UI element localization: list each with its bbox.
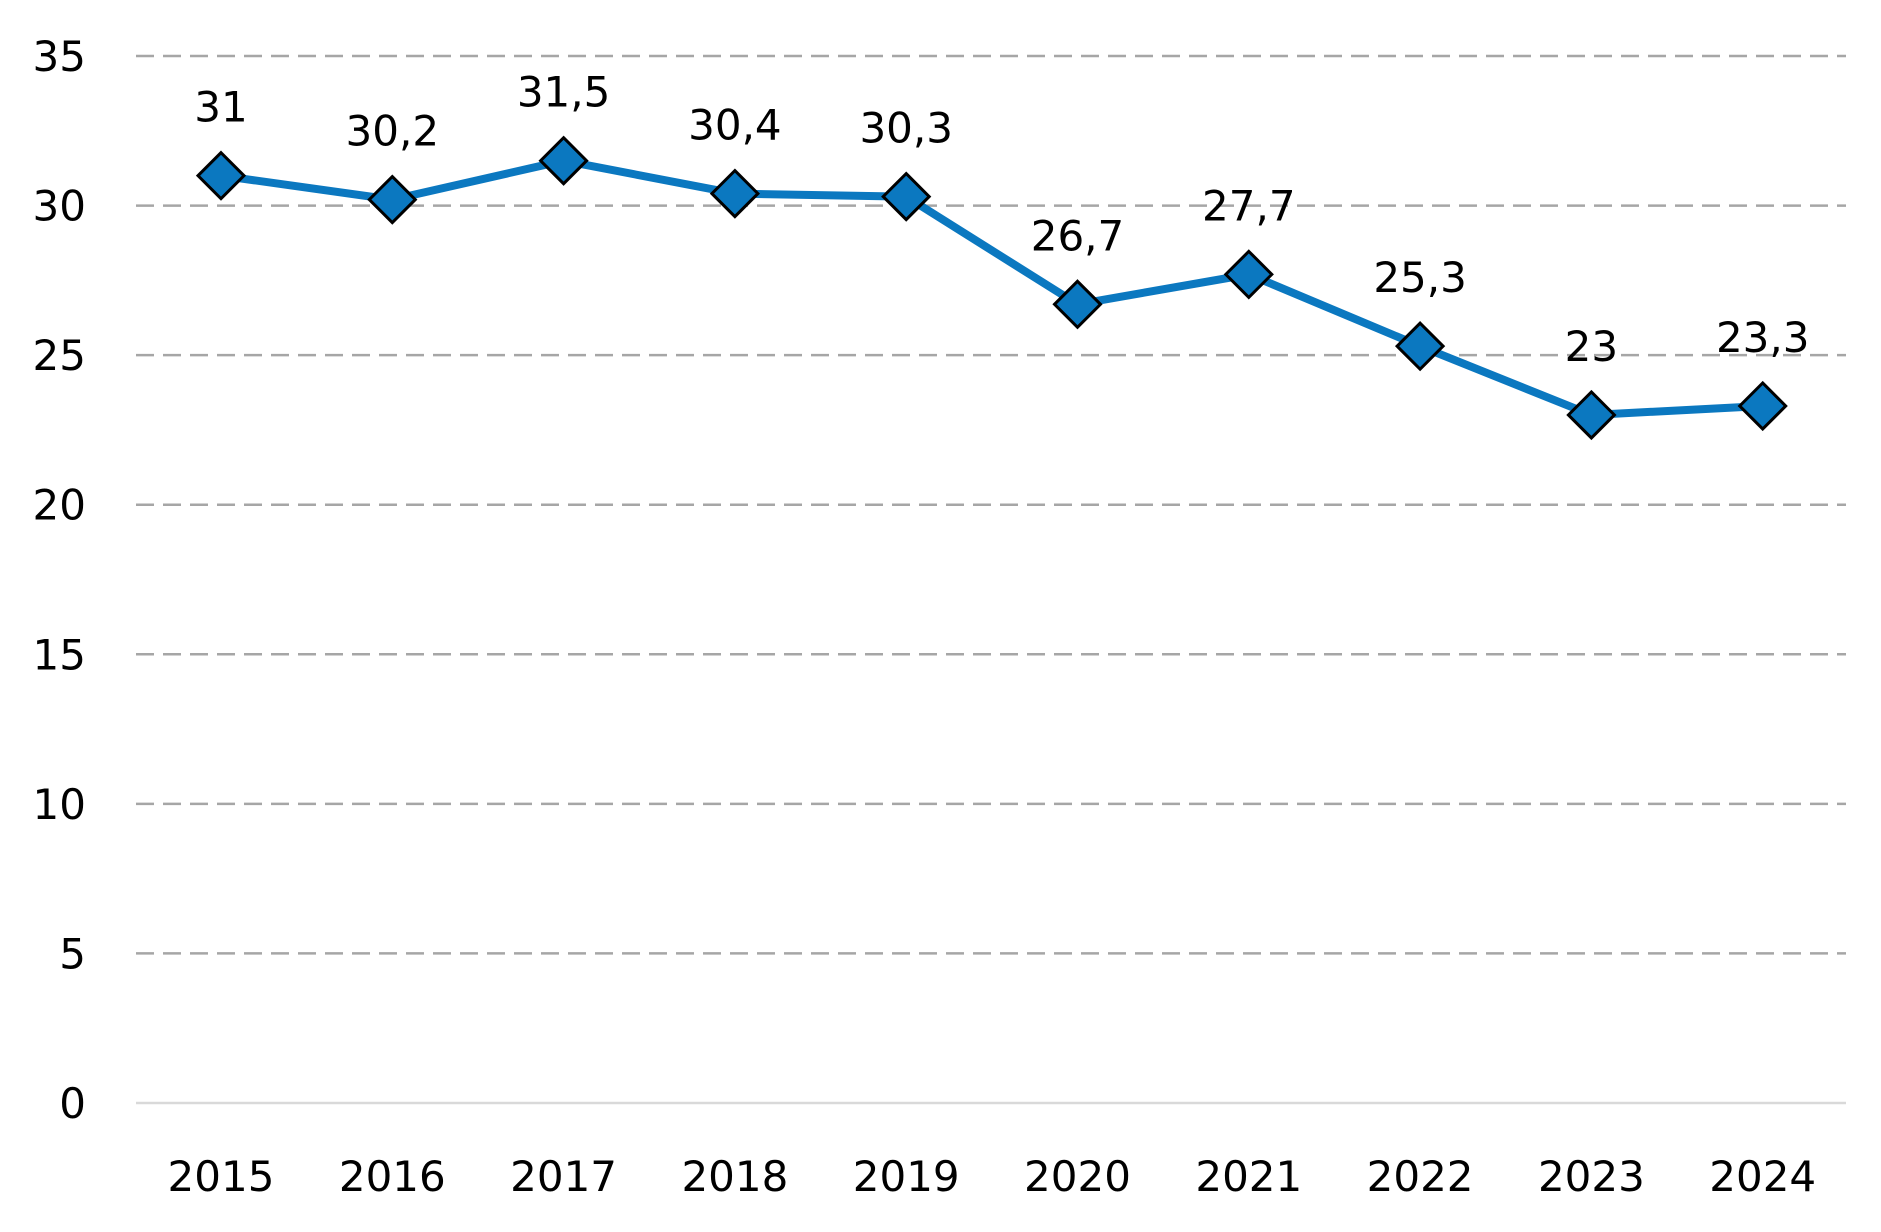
data-point-marker bbox=[538, 135, 589, 186]
y-tick-label: 35 bbox=[33, 32, 86, 81]
data-point-marker bbox=[709, 168, 761, 219]
data-label: 30,4 bbox=[688, 101, 782, 150]
x-tick-label: 2019 bbox=[853, 1152, 960, 1201]
y-tick-label: 15 bbox=[33, 630, 86, 679]
y-tick-label: 10 bbox=[33, 780, 86, 829]
data-label: 31,5 bbox=[517, 68, 611, 117]
data-label-layer: 31 30,2 31,5 30,4 30,3 26,7 27,7 25,3 23 23,3 bbox=[194, 68, 1809, 371]
y-tick-label: 25 bbox=[33, 331, 86, 380]
data-label: 25,3 bbox=[1373, 253, 1467, 302]
data-point-marker bbox=[1052, 279, 1103, 330]
data-point-marker bbox=[1394, 321, 1446, 372]
x-tick-label: 2018 bbox=[681, 1152, 788, 1201]
y-tick-label: 30 bbox=[33, 182, 86, 231]
x-tick-label: 2022 bbox=[1367, 1152, 1474, 1201]
y-tick-label: 0 bbox=[59, 1079, 86, 1128]
x-axis-tick-labels: 2015 2016 2017 2018 2019 2020 2021 2022 2023 2024 bbox=[168, 1152, 1817, 1201]
x-tick-label: 2017 bbox=[510, 1152, 617, 1201]
data-label: 30,3 bbox=[859, 104, 953, 153]
data-point-marker bbox=[367, 174, 418, 225]
y-tick-label: 20 bbox=[33, 481, 86, 530]
data-label: 23,3 bbox=[1716, 313, 1810, 362]
data-point-marker bbox=[881, 171, 932, 222]
data-point-marker bbox=[195, 150, 247, 201]
data-label: 30,2 bbox=[346, 107, 440, 156]
data-point-marker bbox=[1737, 380, 1788, 432]
x-tick-label: 2016 bbox=[339, 1152, 446, 1201]
y-tick-label: 5 bbox=[59, 929, 86, 978]
y-axis-tick-labels: 0 5 10 15 20 25 30 35 bbox=[33, 32, 86, 1128]
series-line bbox=[217, 156, 1767, 419]
x-tick-label: 2024 bbox=[1709, 1152, 1816, 1201]
grid-layer bbox=[136, 54, 1846, 1105]
series-layer bbox=[217, 156, 1767, 419]
data-point-marker bbox=[1223, 249, 1274, 300]
data-label: 23 bbox=[1565, 322, 1618, 371]
x-tick-label: 2015 bbox=[168, 1152, 275, 1201]
data-point-marker bbox=[1566, 389, 1617, 441]
x-tick-label: 2023 bbox=[1538, 1152, 1645, 1201]
x-tick-label: 2021 bbox=[1195, 1152, 1302, 1201]
data-label: 26,7 bbox=[1031, 211, 1125, 260]
x-tick-label: 2020 bbox=[1024, 1152, 1131, 1201]
data-label: 27,7 bbox=[1202, 181, 1296, 230]
data-label: 31 bbox=[194, 83, 247, 132]
marker-layer bbox=[195, 135, 1788, 441]
